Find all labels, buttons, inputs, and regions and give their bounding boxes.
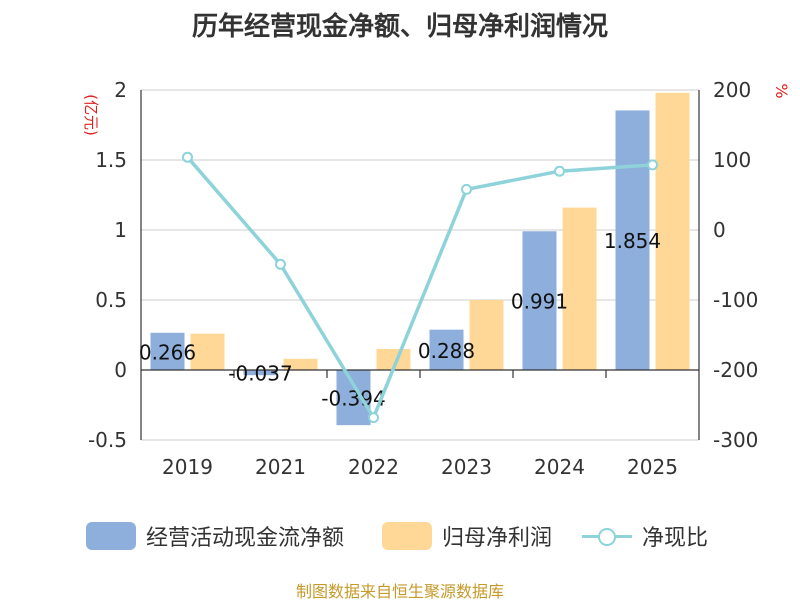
legend-swatch-profit [382, 522, 432, 550]
point-ratio-2019 [182, 151, 193, 163]
x-tick-label: 2024 [534, 455, 585, 479]
right-tick-label: 100 [713, 148, 751, 172]
legend-swatch-ratio [582, 522, 632, 550]
data-label: 0.266 [139, 340, 196, 364]
bar-cash-2021 [243, 370, 278, 376]
left-tick-label: 0 [114, 358, 127, 382]
left-tick-label: 0.5 [95, 288, 127, 312]
bar-cash-2019 [150, 332, 185, 370]
bar-cash-2024 [522, 231, 557, 370]
data-label: 0.288 [418, 339, 475, 363]
bar-profit-2019 [190, 333, 225, 370]
legend-label-cash: 经营活动现金流净额 [146, 526, 345, 551]
left-axis-unit: (亿元) [82, 94, 100, 136]
right-axis-unit: % [772, 83, 791, 98]
left-tick-label: 1 [114, 218, 127, 242]
right-tick-label: -100 [713, 288, 758, 312]
bar-profit-2022 [376, 349, 411, 370]
bar-profit-2025 [655, 92, 690, 371]
x-tick-label: 2023 [441, 455, 492, 479]
source-note: 制图数据来自恒生聚源数据库 [295, 582, 504, 601]
data-label: 1.854 [604, 229, 661, 253]
chart-area: 2 1.5 1 0.5 0 -0.5 200 100 0 -100 -200 -300 (亿元)% 201… [82, 78, 791, 479]
point-ratio-2023 [461, 183, 472, 195]
chart-title: 历年经营现金净额、归母净利润情况 [191, 12, 608, 42]
legend-item-cash[interactable]: 经营活动现金流净额 [86, 518, 344, 554]
legend-item-ratio[interactable]: 净现比 [582, 518, 708, 554]
x-tick-label: 2019 [162, 455, 213, 479]
right-tick-label: 200 [713, 78, 751, 102]
left-tick-label: -0.5 [88, 428, 127, 452]
data-label: 0.991 [511, 290, 568, 314]
bar-cash-2022 [336, 370, 371, 426]
legend: 经营活动现金流净额 归母净利润 净现比 [0, 518, 800, 554]
right-tick-label: -200 [713, 358, 758, 382]
bar-profit-2023 [469, 300, 504, 370]
data-label: -0.037 [228, 362, 292, 386]
bar-profit-2024 [562, 207, 597, 370]
bar-profit-2021 [283, 358, 318, 370]
bar-cash-2025 [615, 110, 650, 370]
bar-cash-2023 [429, 329, 464, 370]
left-tick-label: 1.5 [95, 148, 127, 172]
legend-item-profit[interactable]: 归母净利润 [382, 518, 552, 554]
data-label: -0.394 [321, 387, 385, 411]
right-tick-label: 0 [713, 218, 726, 242]
right-tick-label: -300 [713, 428, 758, 452]
x-tick-label: 2025 [627, 455, 678, 479]
point-ratio-2025 [647, 159, 658, 171]
x-tick-label: 2021 [255, 455, 306, 479]
point-ratio-2022 [368, 412, 379, 424]
legend-swatch-cash [86, 522, 136, 550]
left-tick-label: 2 [114, 78, 127, 102]
point-ratio-2024 [554, 165, 565, 177]
legend-label-ratio: 净现比 [642, 526, 709, 551]
x-tick-label: 2022 [348, 455, 399, 479]
legend-label-profit: 归母净利润 [442, 526, 553, 551]
line-ratio [186, 156, 653, 422]
point-ratio-2021 [275, 258, 286, 270]
